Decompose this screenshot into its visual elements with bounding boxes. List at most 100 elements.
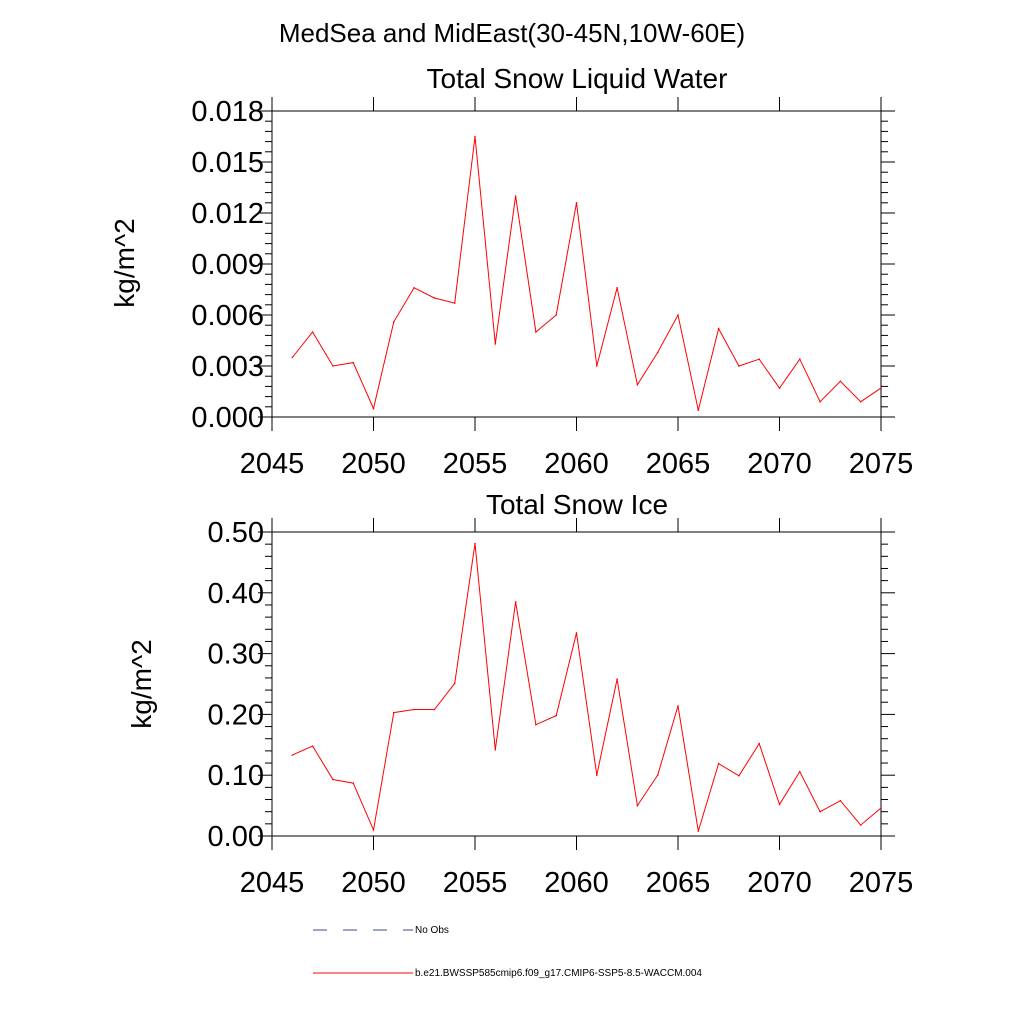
y-tick-label: 0.10 — [208, 760, 264, 792]
y-tick-label: 0.006 — [191, 300, 264, 332]
x-tick-label: 2075 — [849, 448, 914, 480]
data-point — [697, 830, 700, 832]
plot-frame — [271, 531, 882, 837]
x-tick-label: 2070 — [747, 448, 812, 480]
data-point — [494, 343, 497, 345]
data-point — [514, 195, 517, 197]
y-axis-label: kg/m^2 — [109, 218, 140, 307]
data-point — [413, 708, 415, 711]
x-tick-label: 2065 — [646, 448, 711, 480]
data-point — [697, 409, 700, 412]
data-point — [799, 358, 801, 361]
legend-label-no-obs: No Obs — [415, 925, 449, 936]
data-point — [656, 774, 659, 776]
x-tick-label: 2055 — [443, 448, 508, 480]
x-tick-label: 2050 — [341, 867, 406, 899]
data-point — [738, 365, 740, 367]
data-point — [880, 387, 882, 389]
data-point — [819, 400, 821, 403]
data-point — [311, 331, 314, 333]
panel-title: Total Snow Ice — [486, 489, 668, 520]
y-tick-label: 0.40 — [208, 578, 264, 610]
data-point — [596, 365, 598, 367]
y-tick-label: 0.50 — [208, 517, 264, 549]
data-point — [677, 705, 679, 707]
data-point — [372, 407, 375, 410]
data-point — [758, 742, 760, 745]
y-tick-label: 0.20 — [208, 699, 264, 731]
panel-snow-liquid-water: Total Snow Liquid Water kg/m^2 2045 2050 2… — [109, 63, 913, 480]
data-point — [453, 682, 456, 685]
data-point — [555, 714, 557, 717]
data-point — [616, 678, 618, 680]
data-point — [291, 356, 294, 359]
legend-label-model-run: b.e21.BWSSP585cmip6.f09_g17.CMIP6-SSP5-8… — [415, 968, 702, 979]
data-point — [717, 762, 720, 765]
data-point — [474, 135, 476, 138]
data-point — [575, 632, 578, 634]
data-point — [839, 799, 842, 802]
data-point — [656, 351, 659, 354]
x-tick-label: 2050 — [341, 448, 406, 480]
data-point — [596, 774, 598, 776]
data-point — [839, 380, 842, 383]
data-point — [778, 803, 781, 806]
data-point — [677, 314, 679, 316]
y-axis-label: kg/m^2 — [126, 639, 157, 728]
data-point — [352, 361, 355, 364]
data-point — [778, 387, 781, 389]
data-point — [717, 327, 720, 330]
data-point — [494, 748, 497, 751]
data-point — [799, 770, 801, 773]
series-line — [291, 136, 882, 411]
data-point — [859, 824, 862, 826]
data-point — [393, 321, 395, 323]
panel-title: Total Snow Liquid Water — [427, 63, 728, 94]
x-tick-label: 2065 — [646, 867, 711, 899]
y-tick-label: 0.00 — [208, 821, 264, 853]
data-point — [616, 287, 618, 289]
data-point — [413, 287, 415, 289]
data-point — [636, 804, 639, 807]
data-point — [352, 782, 355, 784]
x-tick-label: 2045 — [240, 448, 305, 480]
y-tick-label: 0.30 — [208, 639, 264, 671]
data-point — [311, 745, 314, 747]
data-point — [474, 542, 476, 545]
data-point — [758, 358, 760, 361]
data-point — [332, 365, 334, 367]
data-point — [575, 202, 578, 204]
data-point — [555, 314, 557, 316]
data-point — [535, 331, 537, 333]
y-tick-label: 0.000 — [191, 402, 264, 434]
data-point — [433, 297, 436, 299]
y-tick-label: 0.003 — [191, 351, 264, 383]
data-point — [433, 708, 436, 711]
y-tick-label: 0.012 — [191, 198, 264, 230]
data-point — [819, 810, 821, 813]
x-tick-label: 2070 — [747, 867, 812, 899]
figure-suptitle: MedSea and MidEast(30-45N,10W-60E) — [279, 18, 745, 48]
x-tick-label: 2045 — [240, 867, 305, 899]
data-point — [291, 754, 294, 756]
x-tick-label: 2055 — [443, 867, 508, 899]
data-point — [393, 711, 395, 714]
data-point — [332, 778, 334, 781]
data-point — [636, 383, 639, 386]
series-line — [292, 543, 882, 832]
data-point — [372, 829, 375, 831]
legend: No Obs b.e21.BWSSP585cmip6.f09_g17.CMIP6… — [313, 925, 702, 979]
y-tick-label: 0.018 — [191, 96, 264, 128]
data-point — [535, 723, 537, 726]
panel-snow-ice: Total Snow Ice kg/m^2 2045 2050 2055 2060 20… — [126, 489, 913, 899]
plot-frame — [271, 110, 882, 418]
y-tick-label: 0.009 — [191, 249, 264, 281]
x-tick-label: 2060 — [544, 448, 609, 480]
data-point — [453, 302, 456, 304]
data-point — [514, 601, 517, 603]
data-point — [859, 400, 862, 403]
x-tick-label: 2075 — [849, 867, 914, 899]
data-point — [738, 775, 740, 777]
